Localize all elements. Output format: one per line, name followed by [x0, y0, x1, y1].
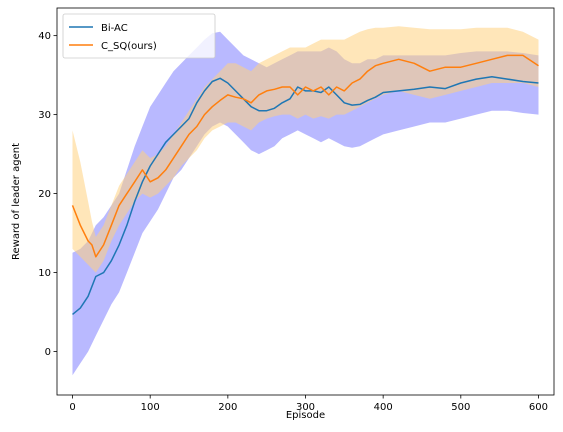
legend-label-series-2: C_SQ(ours)	[101, 41, 157, 52]
x-tick-label: 600	[529, 402, 548, 413]
series-1-line	[72, 75, 539, 315]
legend-box	[62, 13, 216, 59]
x-tick-label: 300	[296, 402, 315, 413]
y-tick-label: 40	[38, 31, 51, 42]
y-tick-label: 0	[45, 347, 51, 358]
y-tick-label: 20	[38, 189, 51, 200]
y-axis-label: Reward of leader agent	[11, 143, 22, 260]
series-lines	[71, 54, 539, 315]
x-tick-label: 100	[141, 402, 160, 413]
x-tick-label: 200	[218, 402, 237, 413]
x-axis: 0 100 200 300 400 500 600	[69, 395, 548, 413]
x-tick-label: 0	[69, 402, 75, 413]
x-tick-label: 500	[451, 402, 470, 413]
y-axis: 0 10 20 30 40	[38, 31, 57, 358]
x-axis-label: Episode	[286, 410, 325, 421]
x-tick-label: 400	[374, 402, 393, 413]
legend-label-series-1: Bi-AC	[101, 23, 128, 34]
y-tick-label: 10	[38, 268, 51, 279]
confidence-bands	[72, 26, 539, 376]
series-2-line	[71, 54, 539, 258]
legend: Bi-AC C_SQ(ours)	[62, 13, 216, 59]
y-tick-label: 30	[38, 110, 51, 121]
